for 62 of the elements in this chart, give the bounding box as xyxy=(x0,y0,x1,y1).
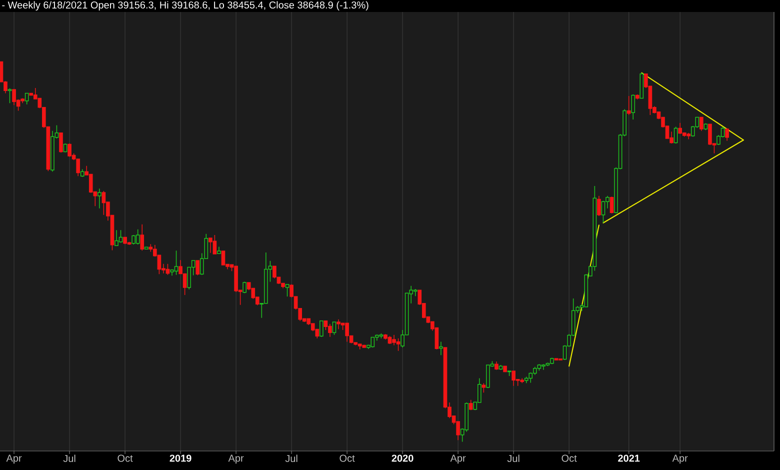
candlestick xyxy=(700,116,704,132)
candlestick xyxy=(98,188,102,209)
x-tick-label: Oct xyxy=(118,454,133,462)
candlestick xyxy=(136,228,140,245)
candlestick xyxy=(468,400,473,411)
candlestick xyxy=(24,92,29,105)
candlestick xyxy=(384,334,388,340)
candlestick xyxy=(601,200,606,224)
x-tick-label: Jul xyxy=(63,454,76,462)
candlestick xyxy=(725,128,729,142)
x-tick-label: Apr xyxy=(228,454,244,464)
candlestick xyxy=(610,196,614,214)
candlestick xyxy=(140,224,144,251)
candlestick xyxy=(631,94,636,120)
candlestick xyxy=(674,126,678,144)
x-tick-label: Apr xyxy=(450,454,466,464)
candlestick xyxy=(217,246,221,254)
x-tick-label: Oct xyxy=(340,454,355,462)
candlestick xyxy=(640,72,644,99)
candlestick xyxy=(503,365,507,373)
x-tick-label: 2021 xyxy=(618,454,640,462)
candlestick xyxy=(208,238,212,254)
candlestick xyxy=(127,241,132,246)
candlestick xyxy=(494,361,498,370)
chart-title: - Weekly 6/18/2021 Open 39156.3, Hi 39168.6, Lo 38455.4, Close 38648.9 (-1.3%) xyxy=(2,1,368,11)
candlestick xyxy=(597,196,601,216)
x-tick-label: Jul xyxy=(285,454,298,462)
candlestick xyxy=(332,322,336,336)
candlestick xyxy=(704,122,708,131)
candlestick xyxy=(212,234,217,255)
candlestick xyxy=(80,168,84,178)
x-tick-label: Apr xyxy=(672,454,688,464)
candlestick xyxy=(144,246,148,250)
candlestick xyxy=(362,344,366,348)
candlestick xyxy=(358,343,362,350)
candlestick xyxy=(686,132,691,140)
candlestick xyxy=(328,324,332,338)
x-tick-label: Oct xyxy=(562,454,577,462)
candlestick xyxy=(59,132,63,153)
x-tick-label: Apr xyxy=(6,454,22,464)
candlestick xyxy=(320,320,324,338)
candlestick xyxy=(221,250,226,266)
candlestick xyxy=(196,260,200,276)
candlestick xyxy=(345,322,349,342)
candlestick xyxy=(148,244,153,252)
candlestick xyxy=(520,378,524,384)
candlestick xyxy=(439,341,443,356)
x-tick-label: 2019 xyxy=(170,454,192,462)
candlestick xyxy=(524,376,528,384)
x-tick-label: Jul xyxy=(507,454,520,462)
candlestick xyxy=(114,230,118,246)
candlestick xyxy=(242,281,246,294)
x-tick-label: 2020 xyxy=(392,454,414,462)
candlestick xyxy=(498,364,503,370)
candlestick xyxy=(486,364,490,388)
candlestick xyxy=(336,318,340,330)
candlestick xyxy=(558,358,562,361)
candlestick xyxy=(542,364,546,370)
candlestick xyxy=(68,143,72,158)
candlestick xyxy=(550,357,554,365)
candlestick xyxy=(635,94,640,100)
candlestick xyxy=(123,236,127,245)
